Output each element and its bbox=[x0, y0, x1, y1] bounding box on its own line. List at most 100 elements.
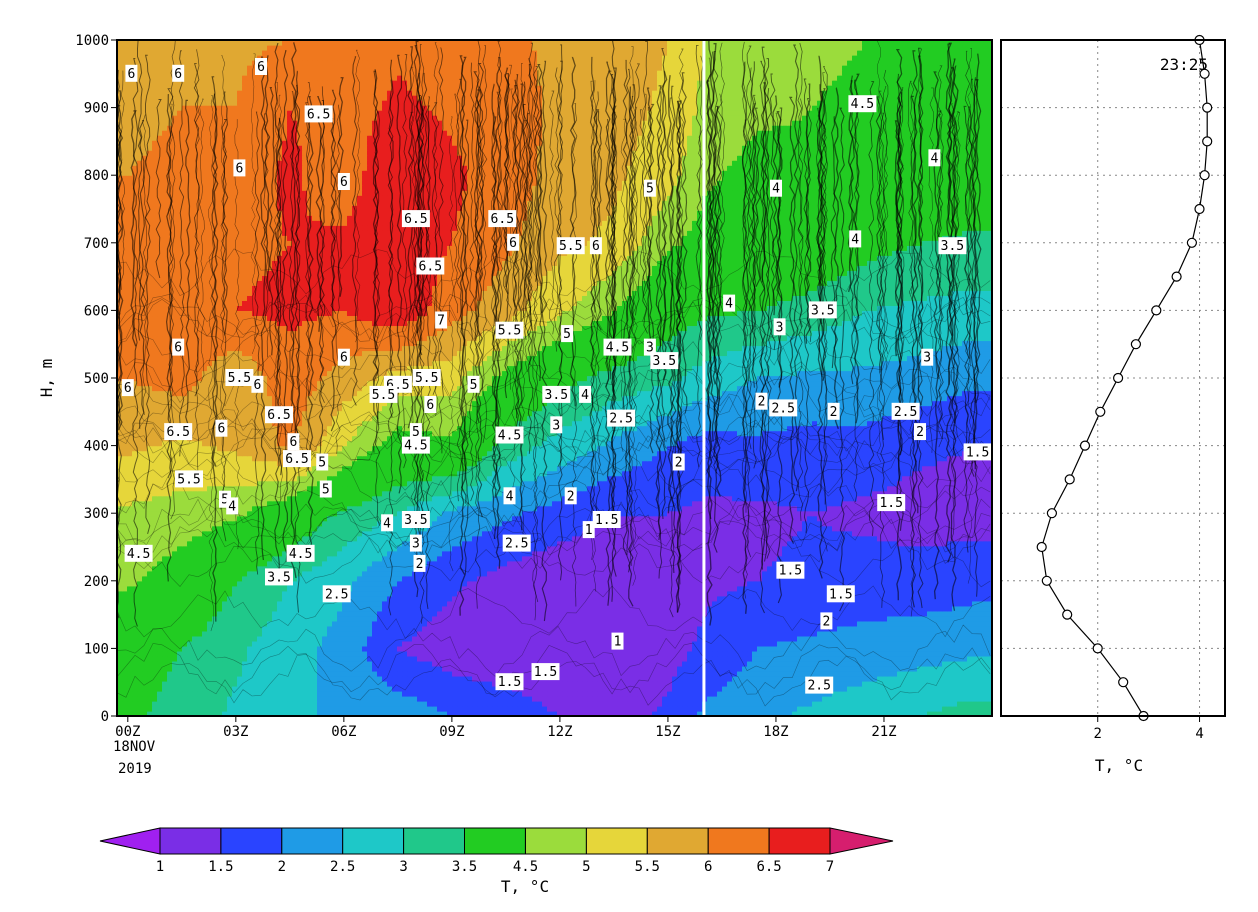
contour-label: 6 bbox=[172, 338, 185, 356]
profile-point bbox=[1036, 541, 1047, 553]
contour-label: 4.5 bbox=[124, 544, 153, 562]
profile-point bbox=[1199, 170, 1210, 181]
height-tick-label: 700 bbox=[84, 236, 109, 252]
contour-label: 4.5 bbox=[495, 426, 524, 444]
profile-tick-label: 4 bbox=[1195, 726, 1203, 742]
contour-label: 3.5 bbox=[265, 568, 293, 586]
profile-point bbox=[1079, 440, 1091, 451]
contour-label: 6.5 bbox=[265, 406, 293, 424]
contour-label: 6.5 bbox=[304, 105, 333, 123]
colorbar-level-label: 1.5 bbox=[208, 859, 233, 875]
contour-label: 4 bbox=[381, 514, 394, 532]
date-label-year: 2019 bbox=[118, 761, 152, 777]
contour-label: 6 bbox=[337, 173, 350, 190]
contour-label: 6 bbox=[589, 237, 602, 255]
time-tick-label: 18Z bbox=[763, 724, 788, 740]
contour-label: 4 bbox=[503, 487, 516, 505]
contour-label: 6.5 bbox=[164, 423, 193, 441]
height-axis-title: H, m bbox=[37, 359, 56, 398]
contour-label: 3.5 bbox=[938, 237, 967, 255]
contour-label: 6 bbox=[251, 375, 264, 393]
contour-label: 1.5 bbox=[495, 673, 524, 691]
contour-label: 4 bbox=[226, 497, 239, 515]
contour-label: 6.5 bbox=[416, 257, 445, 275]
profile-point bbox=[1046, 508, 1058, 519]
contour-streaks bbox=[117, 40, 991, 707]
contour-label: 2 bbox=[827, 402, 840, 420]
contour-label: 5 bbox=[643, 179, 656, 197]
profile-point bbox=[1171, 271, 1182, 282]
contour-label: 4 bbox=[579, 385, 592, 403]
height-tick-label: 200 bbox=[84, 574, 109, 590]
contour-label: 1.5 bbox=[531, 663, 560, 681]
contour-label: 2.5 bbox=[502, 534, 531, 552]
profile-time-title: 23:25 bbox=[1160, 55, 1208, 74]
colorbar-level-label: 1 bbox=[156, 859, 164, 875]
profile-point bbox=[1118, 677, 1129, 688]
contour-label: 3.5 bbox=[401, 511, 430, 528]
time-tick-label: 09Z bbox=[439, 724, 464, 740]
contour-label: 6.5 bbox=[401, 210, 430, 228]
profile-tick-label: 2 bbox=[1094, 726, 1102, 742]
contour-label: 6 bbox=[424, 396, 437, 413]
contour-label: 4.5 bbox=[848, 95, 877, 113]
colorbar-level-label: 3 bbox=[399, 859, 407, 875]
contour-label: 5.5 bbox=[556, 237, 585, 255]
colorbar-segments bbox=[99, 827, 894, 855]
colorbar-labels: 1 1.5 2 2.5 3 3.5 4.5 5 5.5 6 6.5 7 bbox=[156, 859, 834, 875]
colorbar-level-label: 6 bbox=[704, 859, 712, 875]
contour-label: 2.5 bbox=[769, 399, 798, 417]
contour-label: 3.5 bbox=[808, 301, 837, 319]
time-tick-label: 06Z bbox=[331, 724, 356, 740]
contour-label: 5.5 bbox=[495, 321, 524, 339]
height-axis: 0 100 200 300 400 500 600 700 800 900 1000 bbox=[75, 33, 117, 725]
contour-label: 6 bbox=[255, 58, 267, 75]
contour-label: 2 bbox=[914, 423, 926, 441]
contour-label: 2 bbox=[755, 392, 768, 410]
colorbar-title: T, °C bbox=[501, 877, 549, 896]
height-tick-label: 300 bbox=[84, 506, 109, 522]
profile-frame bbox=[1000, 39, 1226, 717]
contour-label: 1.5 bbox=[963, 443, 992, 461]
contour-label: 4.5 bbox=[286, 544, 315, 562]
time-axis: 00Z 03Z 06Z 09Z 12Z 15Z 18Z 21Z bbox=[115, 716, 897, 740]
colorbar-level-label: 5.5 bbox=[635, 859, 660, 875]
contour-label: 5 bbox=[316, 453, 329, 471]
colorbar-level-label: 6.5 bbox=[756, 859, 781, 875]
profile-point bbox=[1112, 372, 1124, 384]
contour-label: 2.5 bbox=[322, 585, 351, 603]
contour-label: 2.5 bbox=[607, 409, 636, 427]
contour-label: 2 bbox=[413, 554, 426, 572]
contour-label: 4.5 bbox=[401, 436, 430, 454]
height-tick-label: 600 bbox=[84, 303, 109, 319]
contour-label: 5.5 bbox=[175, 470, 203, 488]
contour-label: 3 bbox=[773, 318, 786, 336]
profile-point bbox=[1095, 406, 1106, 417]
contour-label: 1.5 bbox=[592, 511, 621, 528]
contour-label: 1 bbox=[611, 632, 624, 650]
contour-label: 4 bbox=[770, 179, 782, 197]
contour-label: 7 bbox=[435, 311, 448, 329]
contour-label: 2.5 bbox=[805, 676, 834, 694]
contour-label: 3 bbox=[409, 534, 422, 552]
colorbar-level-label: 2.5 bbox=[330, 859, 355, 875]
profile-axis-title: T, °C bbox=[1095, 756, 1143, 775]
height-tick-label: 400 bbox=[84, 439, 109, 455]
contour-label: 4.5 bbox=[603, 338, 632, 356]
profile-point bbox=[1130, 339, 1142, 350]
contour-label: 6 bbox=[233, 159, 246, 177]
contour-label: 6 bbox=[337, 348, 350, 366]
contour-label: 3 bbox=[921, 348, 934, 366]
contour-label: 4 bbox=[849, 230, 862, 248]
contour-label: 2 bbox=[564, 487, 577, 505]
contour-label: 2 bbox=[672, 453, 685, 471]
contour-label: 1 bbox=[582, 521, 595, 539]
colorbar: 1 1.5 2 2.5 3 3.5 4.5 5 5.5 6 6.5 7 T, °C bbox=[99, 827, 894, 896]
profile-point bbox=[1202, 102, 1213, 113]
profile-point bbox=[1199, 68, 1210, 79]
contour-label: 6 bbox=[507, 233, 520, 251]
height-tick-label: 100 bbox=[84, 641, 109, 657]
